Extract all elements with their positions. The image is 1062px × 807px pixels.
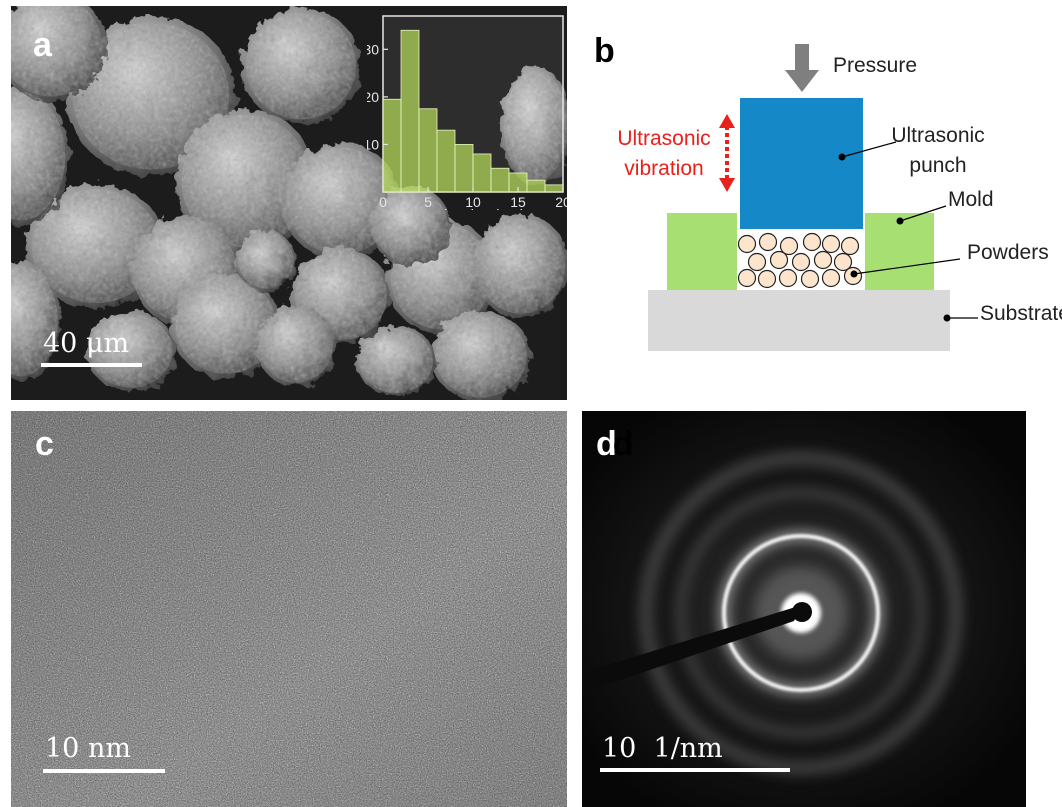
scale-bar-label-d: 10 1/nm <box>602 733 723 764</box>
sem-particle-texture <box>435 314 527 398</box>
vibration-label-line2: vibration <box>624 157 704 180</box>
schematic-diagram <box>648 44 978 351</box>
x-tick-label: 0 <box>379 194 387 210</box>
sem-particle-texture <box>175 278 277 374</box>
powder-particle <box>813 250 833 270</box>
punch-label: Ultrasonic punch <box>880 121 996 181</box>
mold-left <box>667 213 737 290</box>
pressure-label: Pressure <box>833 54 918 77</box>
pressure-arrow-icon <box>785 44 819 92</box>
sem-particle-texture <box>89 314 173 388</box>
vibration-arrow-icon <box>719 114 735 192</box>
powders-leader-dot <box>850 270 858 278</box>
panel-label-d: dd <box>596 427 634 461</box>
powder-particle <box>757 269 777 289</box>
histogram-bar <box>382 98 402 193</box>
powder-particle <box>840 236 860 256</box>
sem-particle-texture <box>503 70 567 182</box>
vibration-label-line1: Ultrasonic <box>617 127 711 150</box>
histogram-bar <box>544 184 564 193</box>
powder-particle <box>758 232 778 252</box>
sem-particle-texture <box>285 147 397 255</box>
powder-particles <box>737 232 863 289</box>
punch-label-line2: punch <box>909 154 967 177</box>
scale-bar-label-a: 40 μm <box>43 328 130 359</box>
powder-particle <box>833 252 853 272</box>
panel-label-a: a <box>33 26 52 64</box>
vibration-label: Ultrasonic vibration <box>610 124 718 184</box>
scale-bar-c <box>43 769 165 773</box>
x-axis-label: Asperity size (μm) <box>405 207 525 210</box>
sem-particle-texture <box>11 265 58 377</box>
powder-particle <box>800 269 820 289</box>
powder-particle <box>747 252 767 272</box>
panel-label-c: c <box>35 425 54 463</box>
panel-a-sem-image: 10 20 30 0 5 10 15 20 Asperity size (μm) Fraction… <box>11 6 567 400</box>
panel-label-b: b <box>594 32 615 70</box>
inset-histogram: 10 20 30 0 5 10 15 20 Asperity size (μm) Fraction… <box>367 15 567 210</box>
punch-leader-dot <box>838 153 846 161</box>
punch-label-line1: Ultrasonic <box>891 124 985 147</box>
scale-bar-d <box>600 768 790 772</box>
histogram-bar <box>526 179 546 193</box>
histogram-bar <box>490 167 510 193</box>
panel-b-schematic: b Pressure Ultrasonic vibr <box>580 6 1062 400</box>
histogram-bar <box>472 153 492 193</box>
x-tick-label: 20 <box>555 194 567 210</box>
sem-particle-texture <box>476 218 566 314</box>
mold-label: Mold <box>948 188 994 211</box>
sem-particle-texture <box>238 233 294 289</box>
sem-particle-texture <box>245 12 357 120</box>
tem-noise-texture <box>11 411 567 807</box>
x-tick-label: 10 <box>465 194 481 210</box>
sem-particle-texture <box>374 189 448 263</box>
histogram-bar <box>436 129 456 193</box>
scale-bar-a <box>41 363 142 367</box>
powder-particle <box>821 268 841 288</box>
powder-particle <box>791 252 811 272</box>
panel-label-d-shadow: d <box>612 425 634 463</box>
powder-particle <box>737 268 757 288</box>
sem-particle-texture <box>72 22 230 170</box>
sem-particle-texture <box>359 328 433 394</box>
powder-particle <box>779 236 799 256</box>
panel-d-diffraction-pattern: dd 10 1/nm <box>582 411 1026 807</box>
y-axis-label: Fraction (%) <box>367 33 368 115</box>
sem-particle-texture <box>181 114 311 248</box>
powder-particle <box>769 250 789 270</box>
histogram-bar <box>418 108 438 193</box>
x-tick-label: 15 <box>510 194 526 210</box>
substrate-label: Substrate <box>980 302 1062 325</box>
sem-particles <box>11 6 567 400</box>
panel-c-tem-image: c 10 nm <box>11 411 567 807</box>
substrate-leader-dot <box>943 314 951 322</box>
histogram-bar <box>400 29 420 193</box>
sem-particle-texture <box>11 91 66 221</box>
powder-particle <box>821 234 841 254</box>
y-tick-label: 30 <box>367 41 379 57</box>
panel-label-d-text: d <box>596 425 617 463</box>
ultrasonic-punch-block <box>740 98 863 229</box>
histogram-bar <box>454 144 474 193</box>
substrate-block <box>648 290 950 351</box>
mold-right <box>865 213 934 290</box>
scale-bar-label-c: 10 nm <box>45 733 131 764</box>
y-tick-label: 10 <box>367 136 379 152</box>
powder-particle <box>778 268 798 288</box>
powders-label: Powders <box>967 241 1049 264</box>
sem-particle-texture <box>11 6 102 97</box>
mold-leader-dot <box>896 217 904 225</box>
x-tick-label: 5 <box>424 194 432 210</box>
powder-particle <box>802 232 822 252</box>
diffraction-rings <box>582 411 1026 807</box>
sem-particle-texture <box>259 309 333 383</box>
sem-particle-texture <box>31 188 161 304</box>
powder-particle <box>737 234 757 254</box>
y-tick-label: 20 <box>367 89 379 105</box>
